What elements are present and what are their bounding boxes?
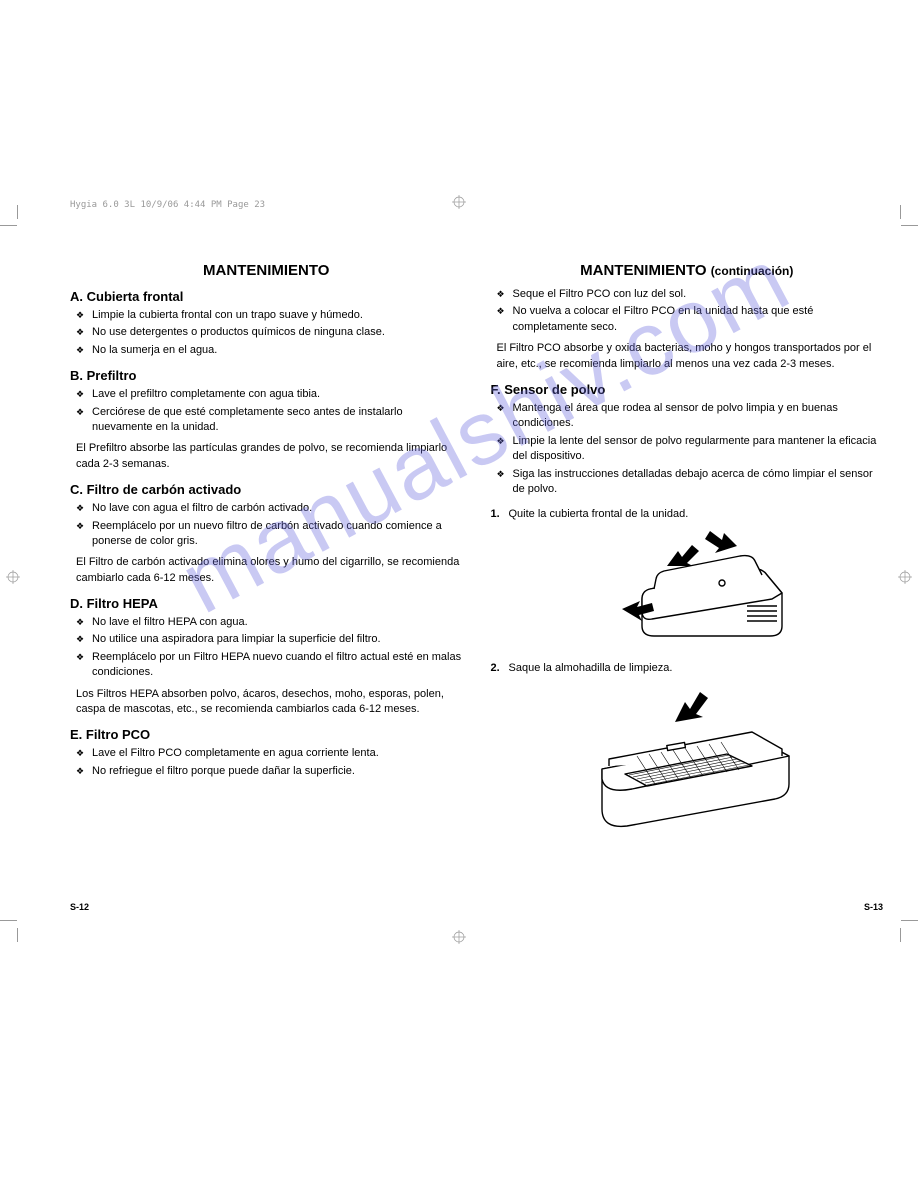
list-item: Mantenga el área que rodea al sensor de … xyxy=(513,401,884,432)
title-right-text: MANTENIMIENTO xyxy=(580,262,706,279)
registration-mark xyxy=(452,195,466,209)
list-item: No refriegue el filtro porque puede daña… xyxy=(92,764,463,779)
note-b: El Prefiltro absorbe las partículas gran… xyxy=(70,441,463,472)
list-item: No utilice una aspiradora para limpiar l… xyxy=(92,632,463,647)
crop-mark xyxy=(901,225,918,226)
list-e: Lave el Filtro PCO completamente en agua… xyxy=(70,746,463,779)
list-item: Lave el Filtro PCO completamente en agua… xyxy=(92,746,463,761)
page-number-left: S-12 xyxy=(70,902,89,912)
list-item: Limpie la lente del sensor de polvo regu… xyxy=(513,434,884,465)
crop-mark xyxy=(0,920,17,921)
page-number-right: S-13 xyxy=(864,902,883,912)
list-item: No lave con agua el filtro de carbón act… xyxy=(92,501,463,516)
step-2: 2.Saque la almohadilla de limpieza. xyxy=(491,661,884,676)
list-c: No lave con agua el filtro de carbón act… xyxy=(70,501,463,549)
crop-mark xyxy=(0,225,17,226)
left-column: MANTENIMIENTO A. Cubierta frontal Limpie… xyxy=(70,262,463,840)
title-right: MANTENIMIENTO (continuación) xyxy=(491,262,884,279)
list-a: Limpie la cubierta frontal con un trapo … xyxy=(70,308,463,358)
heading-c: C. Filtro de carbón activado xyxy=(70,482,463,497)
heading-e: E. Filtro PCO xyxy=(70,727,463,742)
list-e-cont: Seque el Filtro PCO con luz del sol. No … xyxy=(491,287,884,335)
list-b: Lave el prefiltro completamente con agua… xyxy=(70,387,463,435)
step-number: 2. xyxy=(491,661,509,676)
crop-mark xyxy=(901,920,918,921)
crop-mark xyxy=(900,205,901,219)
figure-2 xyxy=(547,684,827,834)
registration-mark xyxy=(6,570,20,584)
crop-mark xyxy=(17,928,18,942)
list-item: No use detergentes o productos químicos … xyxy=(92,325,463,340)
step-number: 1. xyxy=(491,507,509,522)
list-item: Cerciórese de que esté completamente sec… xyxy=(92,405,463,436)
content-area: MANTENIMIENTO A. Cubierta frontal Limpie… xyxy=(70,262,883,840)
figure-1 xyxy=(552,531,822,651)
note-d: Los Filtros HEPA absorben polvo, ácaros,… xyxy=(70,687,463,718)
heading-d: D. Filtro HEPA xyxy=(70,596,463,611)
list-item: Reemplácelo por un Filtro HEPA nuevo cua… xyxy=(92,650,463,681)
list-item: Seque el Filtro PCO con luz del sol. xyxy=(513,287,884,302)
heading-b: B. Prefiltro xyxy=(70,368,463,383)
list-d: No lave el filtro HEPA con agua. No util… xyxy=(70,615,463,681)
step-text: Saque la almohadilla de limpieza. xyxy=(509,662,673,674)
list-item: Siga las instrucciones detalladas debajo… xyxy=(513,467,884,498)
heading-a: A. Cubierta frontal xyxy=(70,289,463,304)
note-e: El Filtro PCO absorbe y oxida bacterias,… xyxy=(491,341,884,372)
title-left: MANTENIMIENTO xyxy=(70,262,463,279)
step-text: Quite la cubierta frontal de la unidad. xyxy=(509,508,689,520)
list-item: No vuelva a colocar el Filtro PCO en la … xyxy=(513,304,884,335)
list-item: Lave el prefiltro completamente con agua… xyxy=(92,387,463,402)
heading-f: F. Sensor de polvo xyxy=(491,382,884,397)
list-item: Reemplácelo por un nuevo filtro de carbó… xyxy=(92,519,463,550)
right-column: MANTENIMIENTO (continuación) Seque el Fi… xyxy=(491,262,884,840)
page-imprint: Hygia 6.0 3L 10/9/06 4:44 PM Page 23 xyxy=(70,200,265,210)
note-c: El Filtro de carbón activado elimina olo… xyxy=(70,555,463,586)
step-1: 1.Quite la cubierta frontal de la unidad… xyxy=(491,507,884,522)
list-item: No la sumerja en el agua. xyxy=(92,343,463,358)
list-f: Mantenga el área que rodea al sensor de … xyxy=(491,401,884,497)
list-item: No lave el filtro HEPA con agua. xyxy=(92,615,463,630)
registration-mark xyxy=(452,930,466,944)
registration-mark xyxy=(898,570,912,584)
crop-mark xyxy=(900,928,901,942)
list-item: Limpie la cubierta frontal con un trapo … xyxy=(92,308,463,323)
title-continuation: (continuación) xyxy=(711,264,794,278)
crop-mark xyxy=(17,205,18,219)
